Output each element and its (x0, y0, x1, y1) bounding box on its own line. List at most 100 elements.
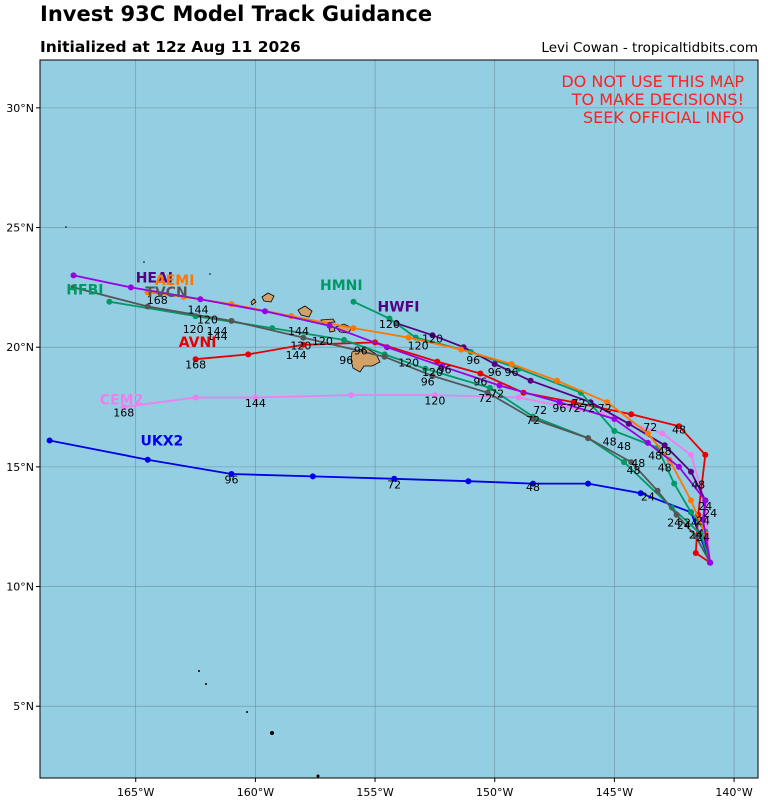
track-point-hmni (350, 298, 357, 305)
lat-lon-grid (40, 60, 758, 778)
track-point-avni (192, 356, 199, 363)
track-point-ukx2 (530, 480, 536, 487)
track-point-ukx2 (637, 490, 644, 497)
track-point-cem2 (515, 394, 522, 401)
forecast-hour-label: 48 (627, 464, 641, 477)
track-point-avni (434, 358, 441, 365)
forecast-hour-label: 144 (245, 397, 266, 410)
model-label-hwfi: HWFI (378, 299, 420, 315)
track-line-avni (195, 341, 711, 564)
forecast-hour-label: 120 (422, 366, 443, 379)
track-point-tvcn (381, 353, 388, 360)
forecast-hour-label: 72 (490, 388, 504, 401)
forecast-hour-label: 72 (533, 404, 547, 417)
forecast-hour-label: 48 (648, 450, 662, 463)
initialized-time: Initialized at 12z Aug 11 2026 (40, 38, 301, 56)
forecast-hour-label: 96 (354, 344, 368, 357)
track-point-hwfi (688, 468, 694, 475)
forecast-hour-label: 144 (207, 325, 228, 338)
track-point-hfbi (697, 530, 704, 537)
forecast-hour-label: 168 (185, 359, 206, 372)
track-point-hmni (386, 315, 393, 322)
model-label-avni: AVNI (179, 335, 217, 351)
forecast-hour-label: 24 (667, 517, 681, 530)
forecast-hour-label: 96 (339, 354, 353, 367)
forecast-hour-label: 144 (207, 330, 228, 343)
track-point-aemi (604, 399, 611, 406)
model-label-ukx2: UKX2 (141, 433, 184, 449)
ocean-background (40, 60, 758, 778)
track-point-hwfi (625, 420, 632, 427)
track-point-avni (628, 411, 635, 418)
islet (65, 226, 67, 228)
track-point-hmni (688, 509, 694, 516)
track-point-cem2 (431, 392, 438, 399)
forecast-hour-label: 24 (696, 514, 710, 527)
forecast-hour-label: 120 (312, 335, 333, 348)
forecast-hour-label: 168 (147, 294, 168, 307)
forecast-hour-label: 48 (672, 423, 686, 436)
track-point-avni (692, 550, 699, 556)
forecast-hour-label: 24 (698, 500, 712, 513)
islet (316, 774, 320, 778)
forecast-hour-label: 24 (641, 490, 655, 503)
track-point-unnamed (644, 439, 651, 446)
forecast-hour-label: 144 (188, 304, 209, 317)
track-point-avni (702, 451, 709, 458)
forecast-hour-label: 48 (658, 462, 672, 475)
forecast-hour-label: 120 (408, 340, 429, 353)
map-frame (39, 59, 759, 779)
warning-message: DO NOT USE THIS MAP TO MAKE DECISIONS! S… (561, 72, 744, 127)
islet (205, 683, 207, 685)
forecast-hour-label: 72 (643, 421, 657, 434)
track-point-hfbi (486, 384, 493, 391)
track-point-ukx2 (391, 475, 398, 482)
forecast-hour-label: 24 (689, 529, 703, 542)
model-label-aemi: AEMI (155, 273, 195, 289)
track-point-cem2 (120, 404, 127, 410)
track-point-ukx2 (585, 480, 592, 487)
track-point-hmni (671, 480, 678, 487)
track-point-tvcn (228, 317, 235, 324)
track-point-hwfi (527, 377, 534, 384)
track-point-unnamed (439, 363, 446, 370)
island-niihau (250, 298, 257, 306)
track-point-hwfi (661, 442, 668, 449)
track-point-cem2 (348, 392, 355, 399)
lon-tick-label: 160°W (237, 786, 274, 799)
model-label-heai: HEAI (136, 271, 173, 287)
islet (270, 731, 274, 735)
lon-tick-label: 155°W (356, 786, 393, 799)
track-point-unnamed (556, 399, 563, 406)
axis-ticks: 30°N 25°N 20°N 15°N 10°N 5°N 165°W 160°W 155°W 15… (6, 102, 753, 799)
track-point-tvcn (628, 459, 635, 466)
track-point-aemi (350, 325, 357, 332)
forecast-hour-label: 72 (572, 397, 586, 410)
lat-tick-label: 30°N (6, 102, 34, 115)
track-line-hmni (353, 300, 711, 563)
island-kauai (261, 292, 275, 303)
track-point-tvcn (673, 511, 680, 518)
model-tracks (46, 272, 714, 566)
track-point-unnamed (326, 322, 333, 329)
track-point-cem2 (252, 394, 259, 401)
forecast-hour-label: 96 (505, 366, 519, 379)
forecast-hour-label: 48 (691, 478, 705, 491)
forecast-hour-label: 120 (422, 332, 443, 345)
track-point-tvcn (692, 533, 699, 540)
map-title: Invest 93C Model Track Guidance (40, 2, 433, 26)
islet (246, 711, 248, 713)
track-point-hwfi (491, 361, 498, 367)
track-point-hwfi (429, 332, 436, 339)
track-point-ukx2 (465, 478, 472, 485)
island-oahu (297, 305, 313, 318)
forecast-hour-label: 72 (567, 402, 581, 415)
track-point-aemi (644, 430, 651, 437)
track-point-tvcn (530, 416, 536, 422)
track-point-ukx2 (46, 437, 53, 444)
forecast-hour-label: 72 (598, 402, 612, 415)
track-point-tvcn (484, 389, 491, 396)
forecast-hour-label: 96 (421, 376, 435, 389)
lat-tick-label: 25°N (6, 222, 34, 235)
